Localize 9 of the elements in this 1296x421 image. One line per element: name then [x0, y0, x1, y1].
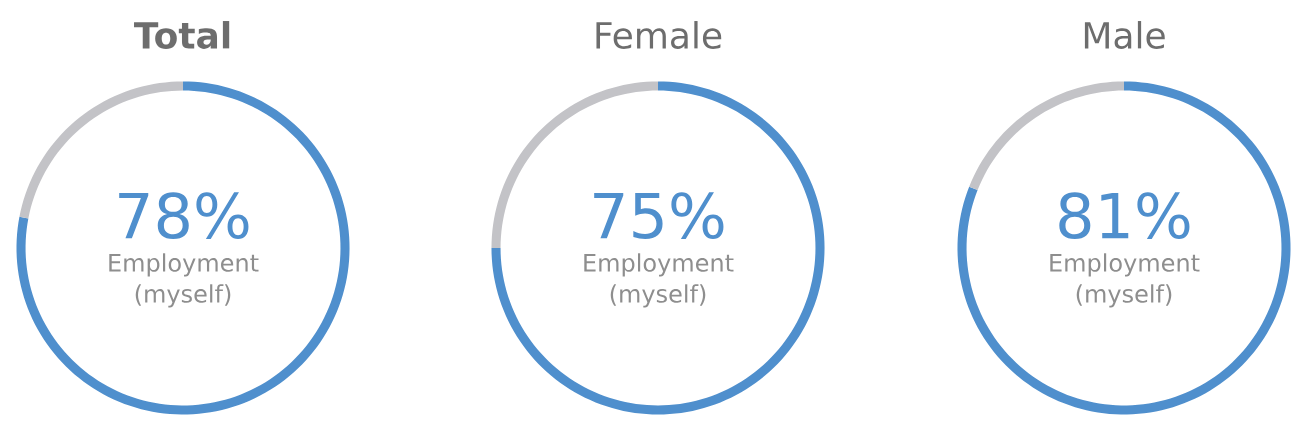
- data-label: 75%: [594, 192, 724, 240]
- slice-label: Employment (myself): [109, 253, 259, 308]
- data-label: 81%: [1059, 192, 1190, 240]
- data-label: 78%: [119, 192, 249, 240]
- chart-title: Male: [1084, 21, 1165, 49]
- chart-title: Total: [134, 21, 230, 49]
- slice-label: Employment (myself): [1050, 253, 1200, 308]
- slice-label: Employment (myself): [584, 253, 734, 308]
- chart-title: Female: [596, 21, 722, 49]
